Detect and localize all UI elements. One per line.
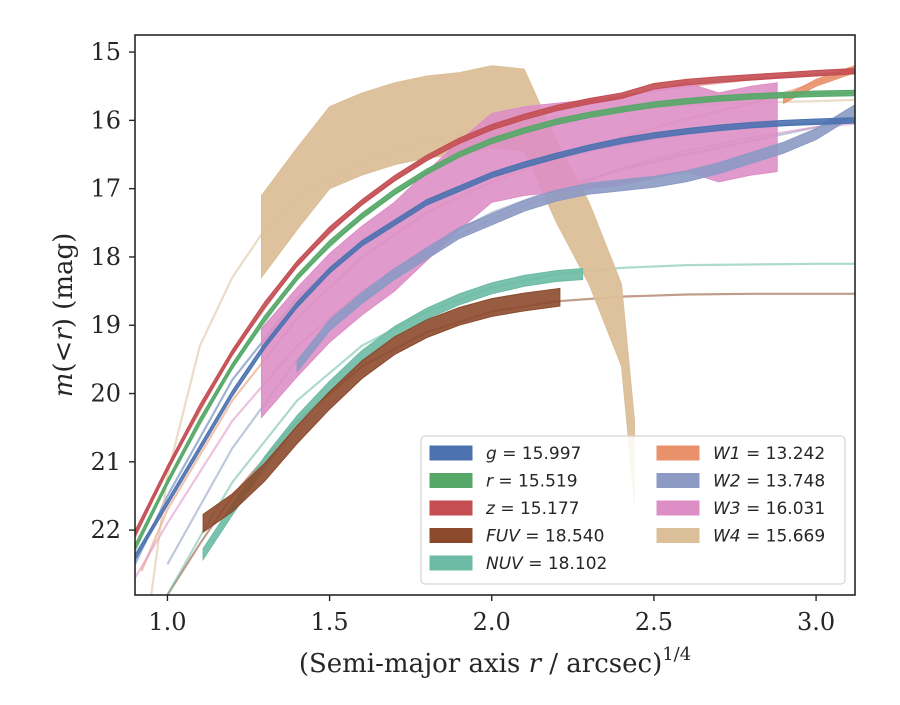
legend-swatch-z [429,500,473,516]
x-axis-label: (Semi-major axis r / arcsec)1/4 [299,644,691,679]
profile-band-r [135,89,855,551]
legend-label-z: z = 15.177 [485,499,579,519]
y-tick-label: 17 [90,175,121,203]
legend-swatch-r [429,473,473,488]
legend-band-name: g [486,444,497,464]
legend-band-value: = 13.242 [741,444,826,464]
legend-band-value: = 13.748 [741,472,826,492]
x-tick-label: 1.5 [311,608,349,636]
legend-label-w4: W4 = 15.669 [713,527,825,547]
legend-swatch-g [429,445,473,461]
y-tick-label: 22 [90,516,121,544]
legend-label-fuv: FUV = 18.540 [486,527,604,547]
legend-band-name: z [485,499,496,519]
profile-band-z [135,67,855,537]
legend-band-name: W1 [713,444,741,464]
y-tick-label: 19 [90,311,121,339]
y-tick-label: 20 [90,380,121,408]
legend-label-nuv: NUV = 18.102 [486,554,607,574]
legend-band-value: = 15.997 [497,444,582,464]
legend-band-name: W3 [713,499,741,519]
profile-band-w2 [296,104,855,374]
legend-band-value: = 15.669 [741,527,826,547]
legend-swatch-w1 [656,445,700,461]
legend-band-value: = 15.519 [493,472,578,492]
legend-band-value: = 15.177 [495,499,580,519]
legend-band-value: = 16.031 [741,499,826,519]
legend-label-g: g = 15.997 [486,444,581,464]
legend-band-name: W4 [713,527,741,547]
legend-label-w2: W2 = 13.748 [713,472,825,492]
legend-swatch-fuv [429,528,473,543]
plot-area [135,65,855,595]
y-axis-label: m(<r) (mag) [49,233,79,398]
legend-label-r: r = 15.519 [486,472,578,492]
profile-band-w3 [261,82,778,419]
x-tick-label: 3.0 [797,608,835,636]
plot-frame [134,34,856,596]
legend-swatch-w2 [656,473,700,488]
x-tick-label: 2.0 [473,608,511,636]
legend-band-value: = 18.102 [523,554,608,574]
y-tick-label: 15 [90,38,121,66]
legend-label-w3: W3 = 16.031 [713,499,825,519]
profile-band-fuv [202,287,561,534]
axes: 1.0 1.5 2.0 2.5 3.0 15 16 17 18 19 20 21 22 [90,34,856,636]
legend-band-name: r [486,472,494,492]
legend-band-name: FUV [486,527,521,547]
y-tick-label: 16 [90,106,121,134]
x-tick-label: 1.0 [148,608,186,636]
y-tick-label: 21 [90,448,121,476]
legend-swatch-nuv [429,555,473,571]
legend-band-name: NUV [486,554,524,574]
profile-band-g [135,117,855,562]
legend-label-w1: W1 = 13.242 [713,444,825,464]
legend-swatch-w4 [656,528,700,543]
y-tick-label: 18 [90,243,121,271]
legend-band-value: = 18.540 [520,527,605,547]
legend-swatch-w3 [656,500,700,516]
legend-band-name: W2 [713,472,741,492]
legend-box [420,435,846,585]
x-tick-label: 2.5 [635,608,673,636]
